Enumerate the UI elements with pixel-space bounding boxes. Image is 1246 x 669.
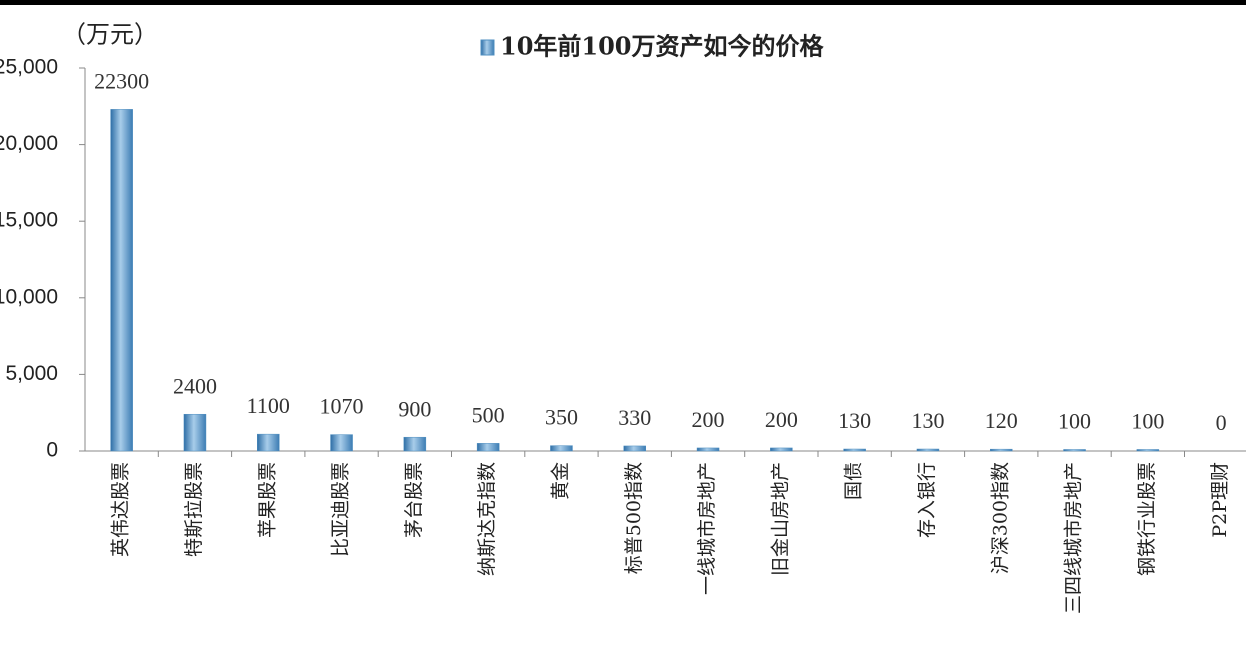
legend-swatch — [480, 39, 495, 56]
bar — [623, 445, 646, 452]
x-tick-label: 比亚迪股票 — [330, 462, 352, 557]
value-label: 1100 — [247, 393, 290, 418]
x-tick-label: 三四线城市房地产 — [1063, 462, 1085, 614]
bar — [1136, 449, 1160, 452]
y-tick-label: 5,000 — [5, 362, 58, 385]
bar — [990, 448, 1013, 452]
value-label: 100 — [1131, 409, 1164, 434]
value-label: 0 — [1216, 410, 1227, 435]
x-tick-label: 沪深300指数 — [989, 462, 1011, 574]
x-tick-label: 茅台股票 — [403, 462, 425, 538]
bar — [110, 109, 133, 452]
x-tick-label: 钢铁行业股票 — [1136, 462, 1158, 576]
top-bar — [0, 0, 1246, 5]
value-label: 900 — [398, 396, 431, 421]
x-tick-label: 一线城市房地产 — [696, 462, 718, 595]
y-axis-label: （万元） — [62, 21, 158, 49]
x-tick-label: 国债 — [843, 462, 865, 500]
bar — [916, 448, 940, 452]
x-tick-label: 特斯拉股票 — [183, 462, 205, 557]
x-tick-label: 苹果股票 — [256, 462, 278, 538]
y-tick-label: 15,000 — [0, 209, 58, 232]
y-tick-label: 25,000 — [0, 56, 58, 79]
value-label: 2400 — [173, 373, 217, 398]
bar — [550, 445, 573, 452]
value-label: 130 — [838, 408, 871, 433]
value-label: 330 — [618, 405, 651, 430]
value-label: 350 — [545, 405, 578, 430]
value-label: 500 — [472, 402, 505, 427]
x-tick-label: 存入银行 — [916, 462, 938, 538]
y-tick-label: 20,000 — [0, 132, 58, 155]
bar — [403, 436, 427, 452]
y-tick-label: 10,000 — [0, 285, 58, 308]
x-tick-label: P2P理财 — [1209, 462, 1231, 538]
x-tick-label: 标普500指数 — [623, 462, 645, 574]
legend-label: 10年前100万资产如今的价格 — [500, 32, 824, 61]
value-label: 120 — [985, 408, 1018, 433]
bar — [330, 434, 353, 452]
value-label: 1070 — [320, 394, 364, 419]
bar — [843, 448, 866, 452]
value-label: 130 — [911, 408, 944, 433]
value-label: 200 — [765, 407, 798, 432]
bar — [257, 433, 280, 452]
bar — [1063, 449, 1086, 452]
x-tick-label: 黄金 — [549, 462, 571, 500]
bar — [183, 413, 207, 452]
bar — [696, 447, 720, 452]
x-tick-label: 纳斯达克指数 — [476, 462, 498, 576]
bar — [770, 447, 793, 452]
x-tick-label: 旧金山房地产 — [769, 462, 791, 576]
value-label: 22300 — [94, 68, 149, 93]
value-label: 100 — [1058, 409, 1091, 434]
value-label: 200 — [692, 407, 725, 432]
y-tick-label: 0 — [46, 439, 58, 462]
x-tick-label: 英伟达股票 — [110, 462, 132, 557]
bar — [476, 443, 500, 452]
